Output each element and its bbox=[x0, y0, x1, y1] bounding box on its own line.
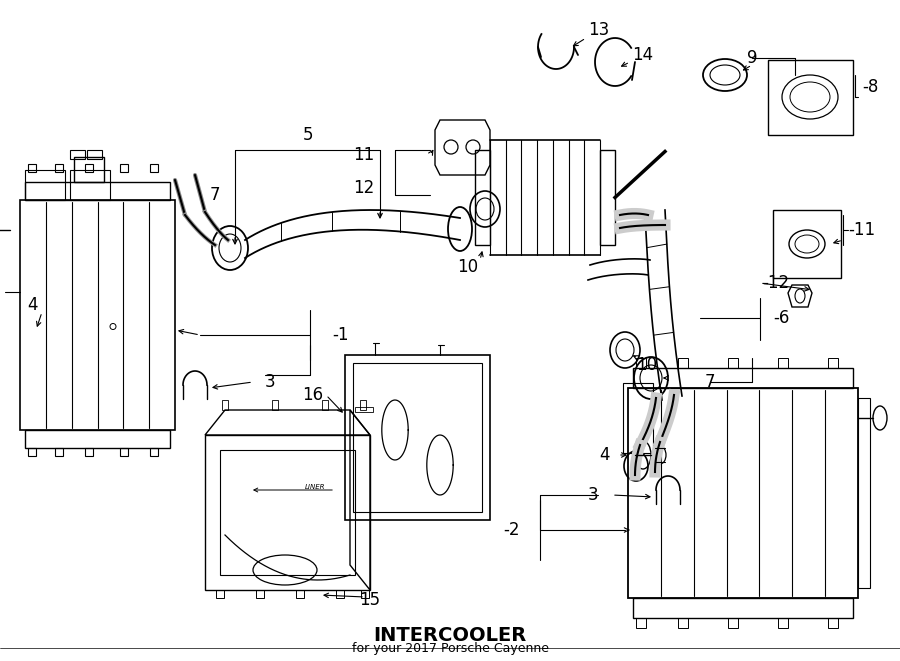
Bar bbox=[778, 618, 788, 628]
Text: -8: -8 bbox=[862, 78, 878, 96]
Bar bbox=[633, 368, 853, 388]
Bar bbox=[361, 590, 369, 598]
Text: -12: -12 bbox=[762, 274, 789, 292]
Bar bbox=[678, 618, 688, 628]
Bar bbox=[70, 150, 85, 159]
Bar bbox=[322, 400, 328, 410]
Bar bbox=[858, 398, 870, 588]
Text: 4: 4 bbox=[599, 446, 610, 464]
Text: 10: 10 bbox=[457, 258, 479, 276]
Bar bbox=[728, 358, 738, 368]
Bar bbox=[256, 590, 264, 598]
Text: -2: -2 bbox=[503, 521, 520, 539]
Text: -11: -11 bbox=[848, 221, 875, 239]
Text: -6: -6 bbox=[773, 309, 789, 327]
Bar bbox=[628, 388, 858, 598]
Bar bbox=[828, 358, 838, 368]
Bar bbox=[55, 448, 63, 456]
Bar bbox=[28, 164, 36, 172]
Bar bbox=[623, 383, 653, 453]
Bar bbox=[355, 407, 373, 412]
Bar bbox=[28, 448, 36, 456]
Text: 3: 3 bbox=[265, 373, 275, 391]
Text: 16: 16 bbox=[302, 386, 323, 404]
Text: 4: 4 bbox=[27, 296, 37, 314]
Bar bbox=[85, 164, 93, 172]
Bar bbox=[778, 358, 788, 368]
Bar bbox=[768, 60, 853, 135]
Bar bbox=[55, 164, 63, 172]
Text: 14: 14 bbox=[632, 46, 653, 64]
Text: -1: -1 bbox=[332, 326, 348, 344]
Text: 12: 12 bbox=[353, 179, 374, 197]
Bar bbox=[87, 150, 102, 159]
Bar bbox=[216, 590, 224, 598]
Text: 10: 10 bbox=[636, 356, 658, 374]
Text: 5: 5 bbox=[302, 126, 313, 144]
Text: 7: 7 bbox=[210, 186, 220, 204]
Bar bbox=[773, 210, 841, 278]
Bar bbox=[678, 358, 688, 368]
Bar bbox=[25, 170, 65, 200]
Text: for your 2017 Porsche Cayenne: for your 2017 Porsche Cayenne bbox=[352, 642, 548, 655]
Bar bbox=[636, 618, 646, 628]
Bar bbox=[633, 598, 853, 618]
Bar bbox=[828, 618, 838, 628]
Bar bbox=[345, 355, 490, 520]
Text: 15: 15 bbox=[359, 591, 381, 609]
Text: 7: 7 bbox=[705, 373, 716, 391]
Text: LINER: LINER bbox=[304, 484, 325, 490]
Text: 9: 9 bbox=[747, 49, 757, 67]
Text: 3: 3 bbox=[588, 486, 598, 504]
Bar bbox=[120, 164, 128, 172]
Bar bbox=[150, 448, 158, 456]
Text: 13: 13 bbox=[588, 21, 609, 39]
Bar bbox=[272, 400, 278, 410]
Bar bbox=[353, 363, 482, 512]
Bar bbox=[222, 400, 228, 410]
Bar bbox=[475, 150, 490, 245]
Bar bbox=[25, 430, 170, 448]
Bar bbox=[728, 618, 738, 628]
Bar bbox=[74, 157, 104, 182]
Bar bbox=[85, 448, 93, 456]
Bar bbox=[70, 170, 110, 200]
Bar bbox=[120, 448, 128, 456]
Bar bbox=[25, 182, 170, 200]
Text: INTERCOOLER: INTERCOOLER bbox=[374, 626, 526, 645]
Text: 11: 11 bbox=[353, 146, 374, 164]
Bar bbox=[20, 200, 175, 430]
Bar bbox=[336, 590, 344, 598]
Bar bbox=[150, 164, 158, 172]
Bar bbox=[636, 358, 646, 368]
Bar bbox=[600, 150, 615, 245]
Bar bbox=[360, 400, 366, 410]
Bar bbox=[296, 590, 304, 598]
